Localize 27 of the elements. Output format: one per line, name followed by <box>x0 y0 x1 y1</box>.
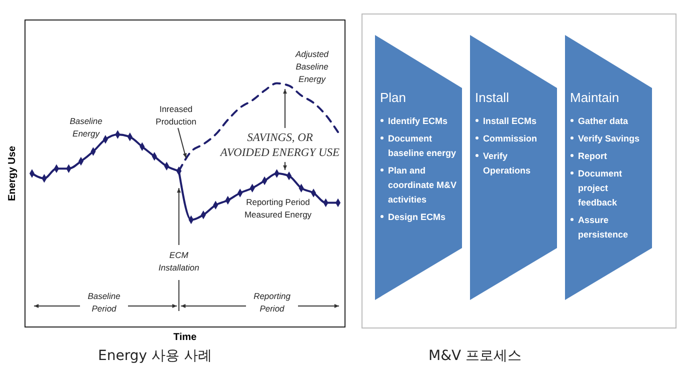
category-label: Install <box>475 90 510 105</box>
category-label: Maintain <box>570 90 620 105</box>
annotation: Baseline Period <box>88 291 121 314</box>
text: Commission <box>483 134 538 144</box>
text: Assure persistence <box>578 215 628 240</box>
series-label: Adjusted Baseline Energy <box>294 49 329 84</box>
x-axis-title: Time <box>173 332 198 343</box>
text: Verify Operations <box>483 151 531 176</box>
text: Verify Savings <box>578 134 640 144</box>
annotation: Inreased Production <box>156 104 197 126</box>
category-label: Plan <box>380 90 406 105</box>
text: Identify ECMs <box>388 116 448 126</box>
text: M&V 프로세스 <box>428 348 522 364</box>
text: Design ECMs <box>388 212 446 222</box>
text: Report <box>578 151 607 161</box>
text: Document baseline energy <box>388 134 456 158</box>
text: Gather data <box>578 116 628 126</box>
text: Energy 사용 사례 <box>98 348 212 364</box>
text: Document project feedback <box>578 168 622 208</box>
annotation: ECM Installation <box>158 250 200 272</box>
series-label: Reporting Period Measured Energy <box>244 197 312 220</box>
annotation: SAVINGS, OR AVOIDED ENERGY USE <box>219 132 340 159</box>
text: Install ECMs <box>483 116 537 126</box>
text: Plan and coordinate M&V activities <box>388 166 457 204</box>
annotation: Reporting Period <box>254 291 291 314</box>
y-axis-title: Energy Use <box>7 146 18 202</box>
series-label: Baseline Energy <box>70 116 103 138</box>
